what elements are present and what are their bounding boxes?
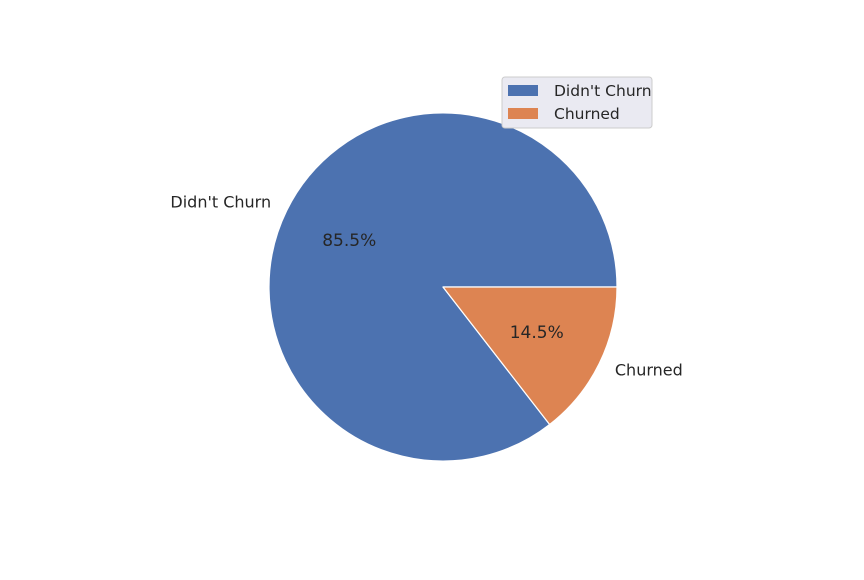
pie-slice-churned bbox=[442, 286, 618, 426]
slice-percent-didn-t-churn: 85.5% bbox=[322, 231, 376, 251]
slice-percent-churned: 14.5% bbox=[510, 323, 564, 343]
legend-swatch-churned bbox=[508, 108, 538, 119]
slice-label-didn-t-churn: Didn't Churn bbox=[170, 192, 271, 211]
slices-layer bbox=[268, 112, 618, 462]
labels-layer: Didn't Churn 85.5% Churned 14.5% bbox=[170, 192, 682, 379]
legend-entry-churned: Churned bbox=[554, 105, 620, 123]
legend-swatch-didnt-churn bbox=[508, 85, 538, 96]
legend-box bbox=[501, 76, 653, 129]
legend: Didn't Churn Churned bbox=[501, 76, 653, 129]
legend-entry-didnt-churn: Didn't Churn bbox=[554, 82, 652, 100]
slice-label-churned: Churned bbox=[615, 361, 683, 380]
